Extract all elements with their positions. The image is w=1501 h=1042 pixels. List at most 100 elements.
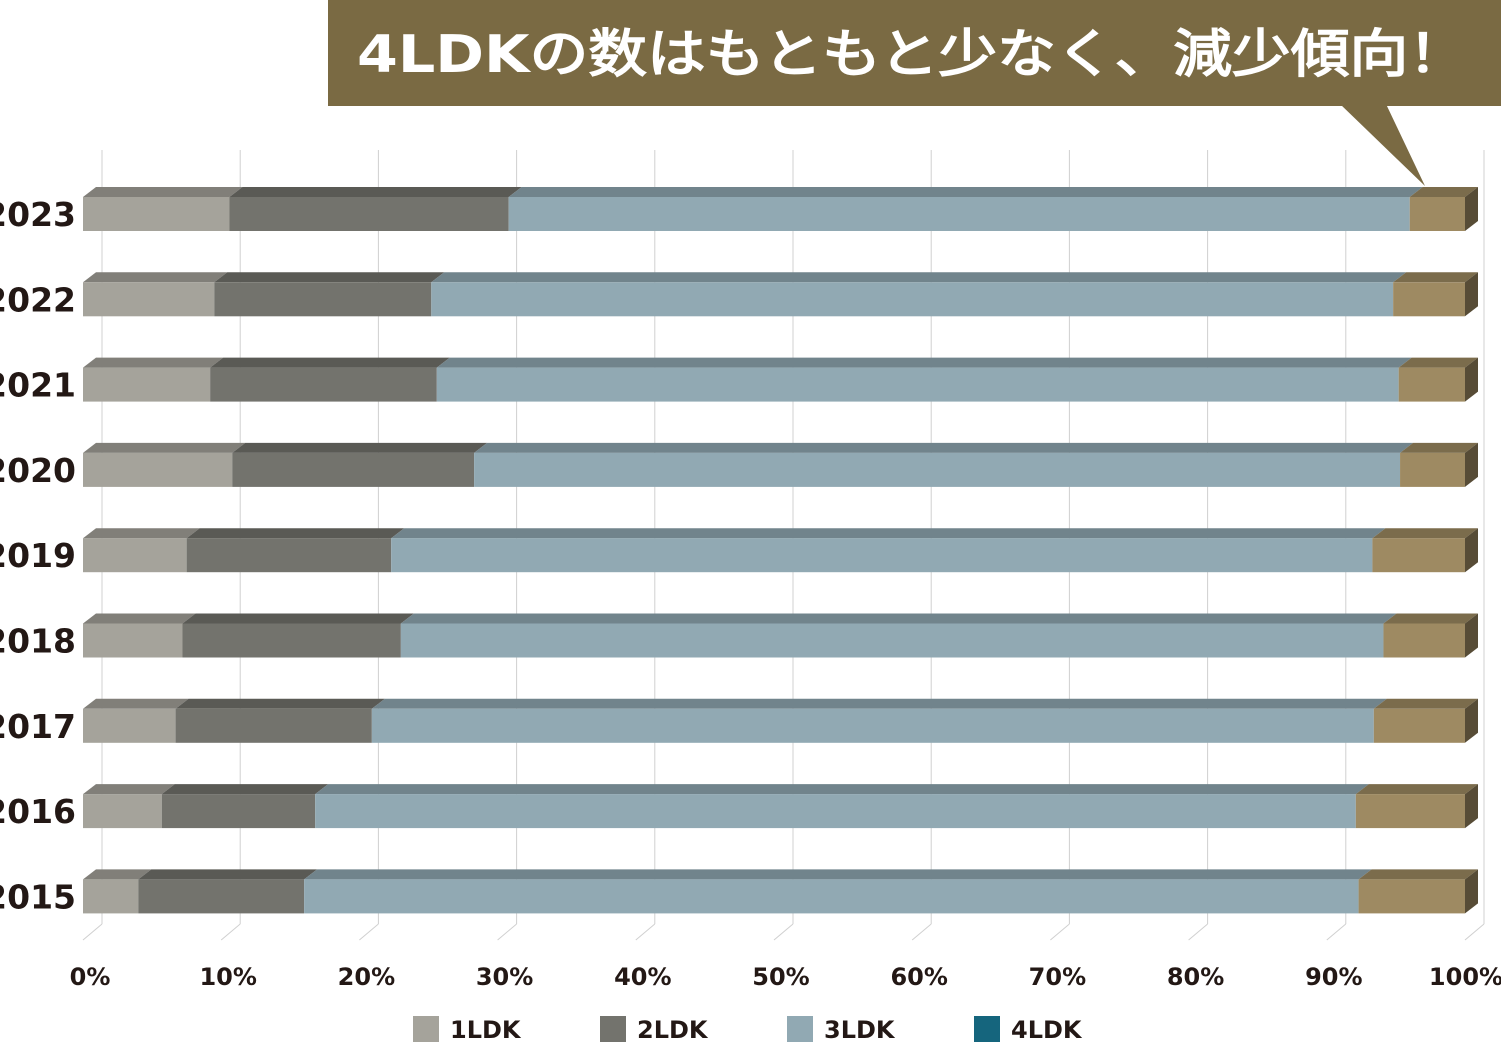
year-label: 2022	[0, 280, 76, 319]
bar-segment	[232, 452, 475, 487]
bar-segment	[214, 282, 432, 317]
bar-segment	[83, 538, 187, 573]
bar-segment	[186, 538, 392, 573]
bar-segment-side	[1465, 784, 1478, 829]
bar-segment	[83, 367, 211, 402]
callout: 4LDKの数はもともと少なく、減少傾向！	[328, 0, 1501, 186]
x-tick-label: 80%	[1167, 963, 1224, 991]
bar-segment-top	[83, 613, 196, 624]
callout-box	[328, 0, 1501, 106]
grid-line-floor	[1188, 923, 1208, 941]
grid-line-floor	[911, 923, 932, 941]
grid-line-floor	[1050, 923, 1070, 941]
bar-segment-top	[186, 528, 405, 539]
bar-segment-top	[83, 187, 243, 197]
x-tick-label: 90%	[1305, 963, 1362, 991]
year-label: 2017	[0, 707, 76, 746]
bar-segment	[210, 367, 437, 402]
year-label: 2015	[0, 877, 76, 916]
bar-segment-top	[214, 272, 445, 283]
bar-segment-top	[315, 784, 1369, 795]
bar-segment	[229, 197, 509, 231]
grid-line-floor	[359, 923, 379, 941]
bar-segment-top	[83, 698, 189, 709]
bar-segment-top	[436, 357, 1412, 368]
year-label: 2018	[0, 622, 76, 661]
bar-segment-top	[83, 442, 246, 453]
bar-segment	[138, 879, 305, 914]
bar-segment-top	[138, 869, 318, 880]
bar-segment-top	[210, 357, 450, 368]
bar-segment	[1358, 879, 1465, 914]
bar-segment-top	[304, 869, 1372, 880]
bar-segment	[83, 282, 215, 317]
bar-segment-top	[400, 613, 1397, 624]
bar-segment-top	[508, 187, 1423, 197]
bar-segment-side	[1465, 528, 1478, 573]
grid-line-floor	[773, 923, 794, 941]
legend-swatch	[787, 1016, 813, 1042]
bar-segment	[1383, 623, 1465, 658]
bar-segment-top	[1373, 698, 1478, 709]
bar-segment-side	[1465, 187, 1478, 231]
x-tick-label: 20%	[338, 963, 395, 991]
bar-segment-top	[232, 442, 488, 453]
bar-segment-top	[83, 272, 228, 283]
grid-line-floor	[82, 923, 103, 941]
legend-label: 2LDK	[637, 1016, 709, 1042]
bar-segment-top	[431, 272, 1407, 283]
bar-segment	[1409, 197, 1465, 231]
x-tick-label: 50%	[752, 963, 809, 991]
bar-segment	[175, 708, 372, 743]
x-tick-label: 10%	[199, 963, 256, 991]
bar-segment-top	[391, 528, 1386, 539]
bar-segment	[83, 708, 176, 743]
bar-segment-top	[1393, 272, 1478, 283]
bar-segment-top	[1400, 442, 1478, 453]
legend-swatch	[974, 1016, 1000, 1042]
bar-segment-side	[1465, 869, 1478, 914]
bar-segment	[1373, 708, 1465, 743]
bar-segment-top	[474, 442, 1414, 453]
bar-segment-top	[182, 613, 414, 624]
bar-segment-top	[1383, 613, 1478, 624]
bar-segment-top	[1355, 784, 1478, 795]
bar-segment-top	[83, 869, 152, 880]
bar-segment	[182, 623, 401, 658]
x-tick-label: 0%	[70, 963, 111, 991]
x-tick-label: 30%	[476, 963, 533, 991]
bar-segment-top	[1372, 528, 1478, 539]
callout-pointer	[1340, 104, 1425, 186]
legend-label: 1LDK	[450, 1016, 522, 1042]
grid-line-floor	[220, 923, 241, 941]
bar-segment	[431, 282, 1394, 317]
bar-segment-top	[1358, 869, 1478, 880]
bar-segment-top	[83, 357, 224, 368]
bar-segment	[400, 623, 1384, 658]
bar-segment	[83, 623, 183, 658]
bar-segment	[304, 879, 1359, 914]
x-tick-label: 100%	[1429, 963, 1501, 991]
legend: 1LDK 2LDK 3LDK 4LDK	[413, 1016, 1083, 1042]
bar-segment-top	[161, 784, 329, 795]
bar-segment-top	[83, 784, 175, 795]
x-tick-label: 60%	[890, 963, 947, 991]
grid-line-floor	[1464, 923, 1485, 941]
bar-segment	[83, 794, 162, 829]
year-label: 2020	[0, 451, 76, 490]
legend-label: 3LDK	[824, 1016, 896, 1042]
bars	[83, 187, 1478, 914]
bar-segment-side	[1465, 613, 1478, 658]
year-label: 2023	[0, 195, 76, 234]
bar-segment-top	[1409, 187, 1478, 197]
grid-line-floor	[635, 923, 656, 941]
bar-segment	[508, 197, 1410, 231]
bar-segment-top	[83, 528, 200, 539]
bar-segment	[83, 879, 139, 914]
legend-swatch	[600, 1016, 626, 1042]
bar-segment	[391, 538, 1373, 573]
bar-segment-top	[371, 698, 1387, 709]
